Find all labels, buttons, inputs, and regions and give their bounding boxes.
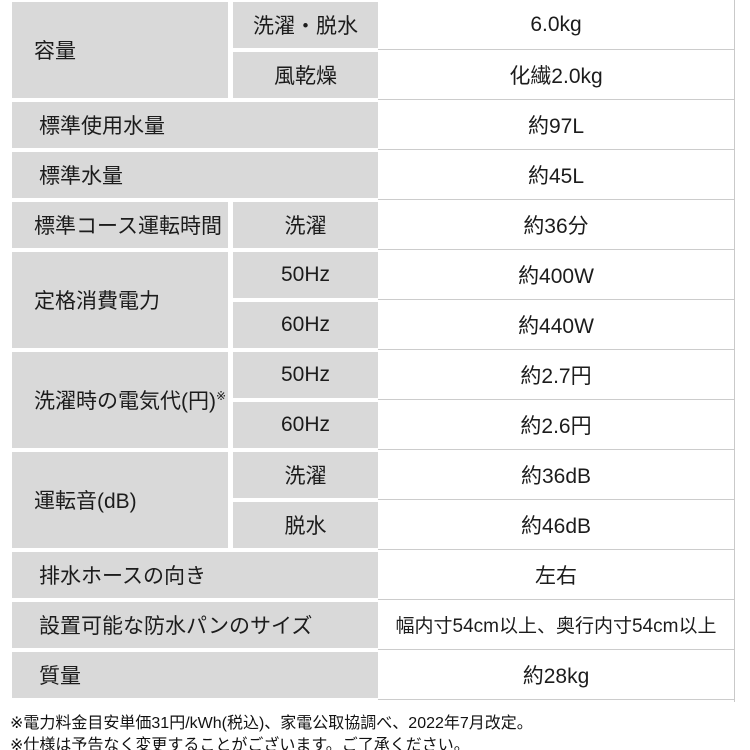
- sub-label: 60Hz: [233, 402, 378, 448]
- value-cell: 約28kg: [378, 650, 734, 700]
- value-cell: 約440W: [378, 300, 734, 350]
- footnote-electricity-rate: ※電力料金目安単価31円/kWh(税込)、家電公取協調べ、2022年7月改定。: [10, 715, 533, 732]
- value-column: 6.0kg 化繊2.0kg 約97L 約45L 約36分 約400W 約440W…: [378, 0, 735, 702]
- value-cell: 約400W: [378, 250, 734, 300]
- row-label: 設置可能な防水パンのサイズ: [12, 602, 378, 648]
- sub-label-column: 洗濯: [233, 202, 378, 248]
- sub-label: 50Hz: [233, 252, 378, 298]
- value-cell: 約46dB: [378, 500, 734, 550]
- sub-label-column: 洗濯・脱水 風乾燥: [233, 2, 378, 98]
- sub-label: 洗濯: [233, 452, 378, 498]
- row-label: 定格消費電力: [12, 252, 228, 348]
- value-cell: 約97L: [378, 100, 734, 150]
- row-drain-hose: 排水ホースの向き: [12, 552, 378, 598]
- row-weight: 質量: [12, 652, 378, 698]
- value-cell: 約36分: [378, 200, 734, 250]
- value-cell: 化繊2.0kg: [378, 50, 734, 100]
- row-label: 標準水量: [12, 152, 378, 198]
- sub-label-column: 50Hz 60Hz: [233, 252, 378, 348]
- row-label: 標準使用水量: [12, 102, 378, 148]
- row-label-text: 洗濯時の電気代(円): [34, 390, 216, 413]
- row-capacity: 容量 洗濯・脱水 風乾燥: [12, 2, 378, 98]
- row-label: 運転音(dB): [12, 452, 228, 548]
- sub-label: 60Hz: [233, 302, 378, 348]
- row-operating-noise: 運転音(dB) 洗濯 脱水: [12, 452, 378, 548]
- sub-label: 50Hz: [233, 352, 378, 398]
- value-cell: 幅内寸54cm以上、奥行内寸54cm以上: [378, 600, 734, 650]
- spec-table: 容量 洗濯・脱水 風乾燥 標準使用水量 標準水量 標準コース運転時間 洗濯 定格…: [12, 0, 735, 702]
- footnotes: ※電力料金目安単価31円/kWh(税込)、家電公取協調べ、2022年7月改定。 …: [10, 713, 750, 750]
- footnote-marker: ※: [216, 389, 227, 403]
- footnote-spec-change: ※仕様は予告なく変更することがございます。ご了承ください。: [10, 737, 470, 750]
- row-label: 排水ホースの向き: [12, 552, 378, 598]
- sub-label: 風乾燥: [233, 52, 378, 98]
- row-waterproof-pan: 設置可能な防水パンのサイズ: [12, 602, 378, 648]
- value-cell: 左右: [378, 550, 734, 600]
- row-label: 標準コース運転時間: [12, 202, 228, 248]
- value-cell: 約2.7円: [378, 350, 734, 400]
- row-electricity-cost: 洗濯時の電気代(円) ※ 50Hz 60Hz: [12, 352, 378, 448]
- row-label: 洗濯時の電気代(円) ※: [12, 352, 228, 448]
- row-standard-water-amount: 標準水量: [12, 152, 378, 198]
- sub-label: 脱水: [233, 502, 378, 548]
- label-column: 容量 洗濯・脱水 風乾燥 標準使用水量 標準水量 標準コース運転時間 洗濯 定格…: [12, 0, 378, 702]
- sub-label-column: 50Hz 60Hz: [233, 352, 378, 448]
- value-cell: 6.0kg: [378, 0, 734, 50]
- sub-label: 洗濯・脱水: [233, 2, 378, 48]
- row-standard-water-usage: 標準使用水量: [12, 102, 378, 148]
- value-cell: 約45L: [378, 150, 734, 200]
- value-cell: 約2.6円: [378, 400, 734, 450]
- row-label: 容量: [12, 2, 228, 98]
- row-label: 質量: [12, 652, 378, 698]
- value-cell: 約36dB: [378, 450, 734, 500]
- row-course-time: 標準コース運転時間 洗濯: [12, 202, 378, 248]
- sub-label: 洗濯: [233, 202, 378, 248]
- row-rated-power: 定格消費電力 50Hz 60Hz: [12, 252, 378, 348]
- sub-label-column: 洗濯 脱水: [233, 452, 378, 548]
